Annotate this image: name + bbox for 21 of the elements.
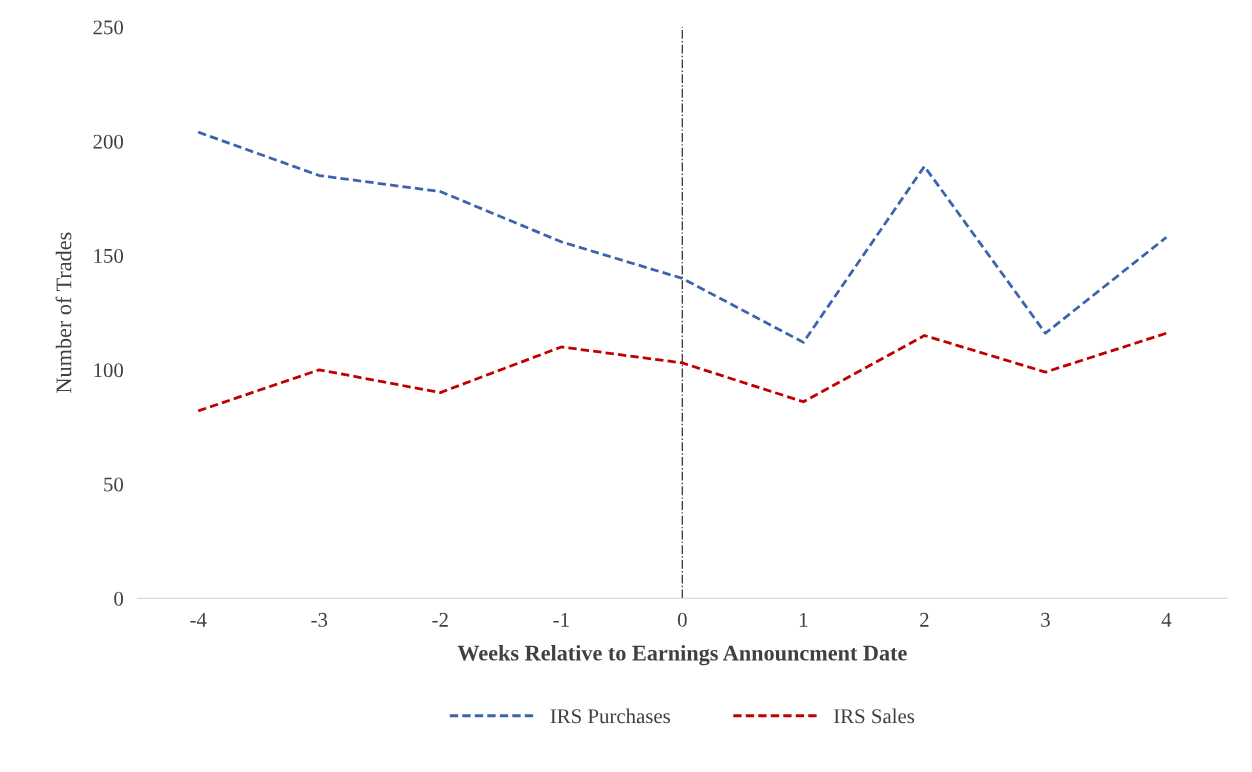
y-tick-label: 200	[93, 134, 124, 149]
y-tick-label: 0	[114, 591, 124, 606]
x-tick-label: -4	[190, 612, 207, 627]
x-axis-title: Weeks Relative to Earnings Announcment Date	[457, 644, 907, 666]
line-series	[196, 130, 1168, 344]
x-tick-label: 1	[799, 612, 808, 627]
x-tick-label: -1	[553, 612, 569, 627]
x-tick-label: 2	[920, 612, 929, 627]
x-tick-label: 0	[677, 612, 687, 627]
x-tick-label: -2	[432, 612, 448, 627]
y-tick-label: 150	[94, 248, 124, 263]
x-tick-label: 4	[1161, 612, 1172, 627]
x-tick-label: 3	[1041, 612, 1050, 627]
legend-label: IRS Purchases	[550, 708, 670, 724]
y-axis-title: Number of Trades	[55, 232, 72, 393]
line-series	[196, 331, 1168, 413]
x-tick-label: -3	[311, 612, 328, 627]
y-tick-label: 250	[93, 20, 124, 35]
legend-label: IRS Sales	[834, 708, 915, 724]
y-tick-label: 100	[94, 363, 124, 378]
y-tick-label: 50	[104, 477, 124, 492]
